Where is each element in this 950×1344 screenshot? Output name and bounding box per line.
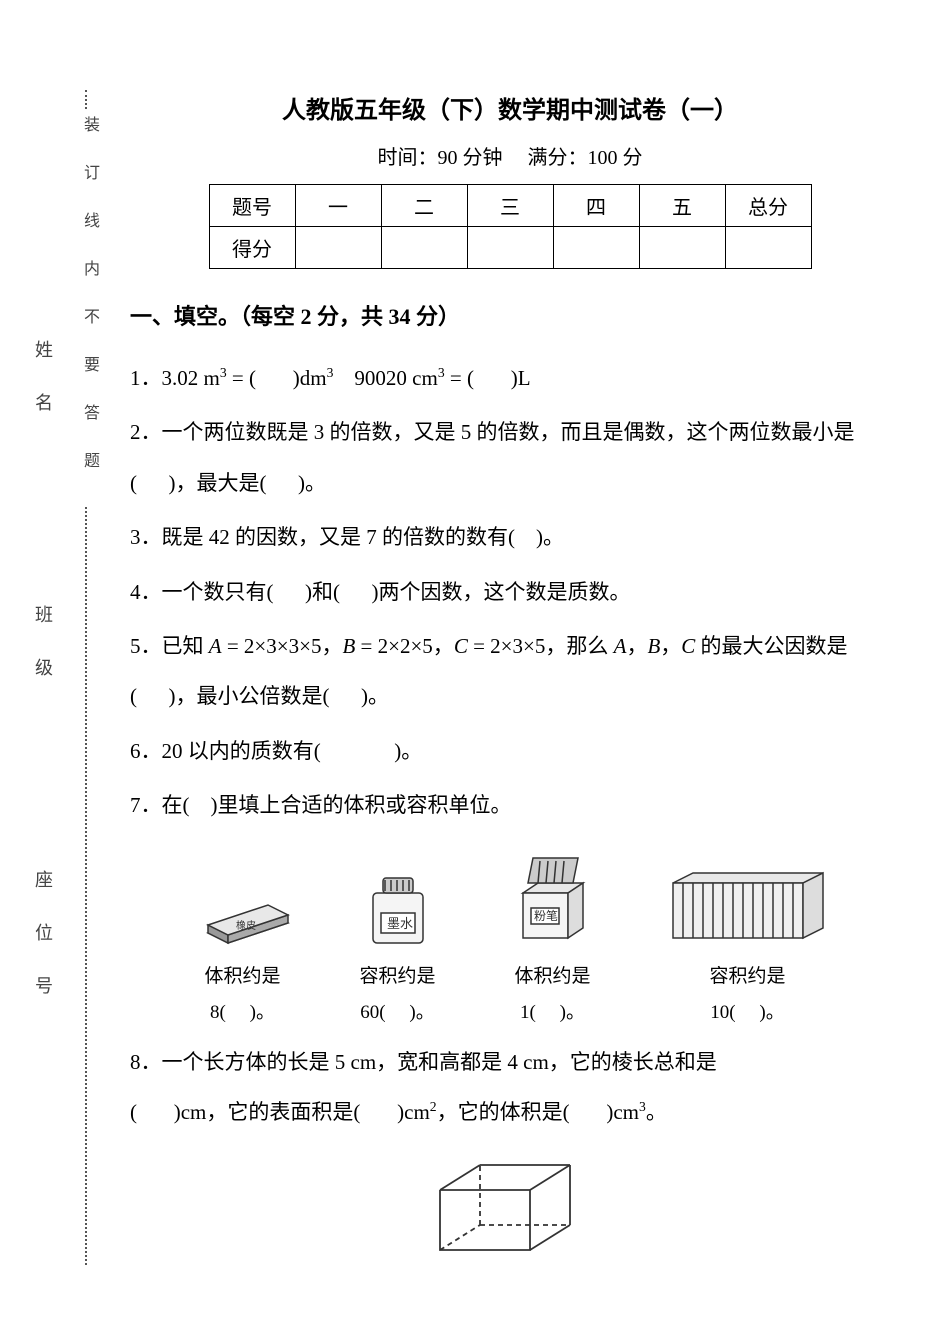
q7-images-row: 橡皮 体积约是 8( )。 墨水 bbox=[160, 843, 860, 1031]
table-row: 题号 一 二 三 四 五 总分 bbox=[209, 185, 811, 227]
exam-timing: 时间：90 分钟 满分：100 分 bbox=[130, 141, 890, 170]
time-label: 时间：90 分钟 bbox=[378, 147, 503, 169]
eraser-caption-1: 体积约是 bbox=[188, 959, 298, 995]
th-3: 三 bbox=[467, 185, 553, 227]
th-4: 四 bbox=[553, 185, 639, 227]
student-info-labels: 姓名 班级 座位号 bbox=[30, 340, 56, 1029]
th-2: 二 bbox=[381, 185, 467, 227]
container-item: 容积约是 10( )。 bbox=[663, 858, 833, 1031]
th-1: 一 bbox=[295, 185, 381, 227]
ink-caption-2: 60( )。 bbox=[353, 995, 443, 1031]
score-table: 题号 一 二 三 四 五 总分 得分 bbox=[209, 184, 812, 269]
eraser-caption-2: 8( )。 bbox=[188, 995, 298, 1031]
th-5: 五 bbox=[639, 185, 725, 227]
exam-title: 人教版五年级（下）数学期中测试卷（一） bbox=[130, 90, 890, 125]
th-label: 题号 bbox=[209, 185, 295, 227]
container-caption-2: 10( )。 bbox=[663, 995, 833, 1031]
chalk-box-icon: 粉笔 bbox=[498, 843, 608, 953]
content-area: 人教版五年级（下）数学期中测试卷（一） 时间：90 分钟 满分：100 分 题号… bbox=[120, 90, 890, 1265]
table-row: 得分 bbox=[209, 227, 811, 269]
question-7: 7．在( )里填上合适的体积或容积单位。 bbox=[130, 780, 890, 830]
th-total: 总分 bbox=[725, 185, 811, 227]
question-1: 1．3.02 m3 = ( )dm3 90020 cm3 = ( )L bbox=[130, 353, 890, 403]
eraser-item: 橡皮 体积约是 8( )。 bbox=[188, 873, 298, 1031]
question-3: 3．既是 42 的因数，又是 7 的倍数的数有( )。 bbox=[130, 512, 890, 562]
ink-label: 墨水 bbox=[387, 916, 413, 931]
exam-page: 姓名 班级 座位号 装订线内不要答题 人教版五年级（下）数学期中测试卷（一） 时… bbox=[0, 0, 950, 1305]
question-4: 4．一个数只有( )和( )两个因数，这个数是质数。 bbox=[130, 567, 890, 617]
question-6: 6．20 以内的质数有( )。 bbox=[130, 726, 890, 776]
chalk-item: 粉笔 体积约是 1( )。 bbox=[498, 843, 608, 1031]
ink-bottle-icon: 墨水 bbox=[353, 858, 443, 953]
chalk-caption-2: 1( )。 bbox=[498, 995, 608, 1031]
binding-margin: 姓名 班级 座位号 装订线内不要答题 bbox=[30, 90, 120, 1265]
svg-text:橡皮: 橡皮 bbox=[236, 919, 256, 932]
score-cell bbox=[725, 227, 811, 269]
section-1-header: 一、填空。（每空 2 分，共 34 分） bbox=[130, 299, 890, 331]
ink-item: 墨水 容积约是 60( )。 bbox=[353, 858, 443, 1031]
question-2: 2．一个两位数既是 3 的倍数，又是 5 的倍数，而且是偶数，这个两位数最小是(… bbox=[130, 407, 890, 508]
score-cell bbox=[553, 227, 639, 269]
eraser-icon: 橡皮 bbox=[188, 873, 298, 953]
score-cell bbox=[381, 227, 467, 269]
fullscore-label: 满分：100 分 bbox=[528, 147, 643, 169]
chalk-caption-1: 体积约是 bbox=[498, 959, 608, 995]
question-8: 8．一个长方体的长是 5 cm，宽和高都是 4 cm，它的棱长总和是 ( )cm… bbox=[130, 1037, 890, 1138]
score-cell bbox=[467, 227, 553, 269]
binding-hint: 装订线内不要答题 bbox=[77, 110, 101, 506]
score-cell bbox=[295, 227, 381, 269]
cuboid-icon bbox=[420, 1155, 600, 1265]
score-cell bbox=[639, 227, 725, 269]
chalk-label: 粉笔 bbox=[534, 908, 558, 923]
container-caption-1: 容积约是 bbox=[663, 959, 833, 995]
shipping-container-icon bbox=[663, 858, 833, 953]
question-5: 5．已知 A = 2×3×3×5，B = 2×2×5，C = 2×3×5，那么 … bbox=[130, 621, 890, 722]
ink-caption-1: 容积约是 bbox=[353, 959, 443, 995]
row-score-label: 得分 bbox=[209, 227, 295, 269]
